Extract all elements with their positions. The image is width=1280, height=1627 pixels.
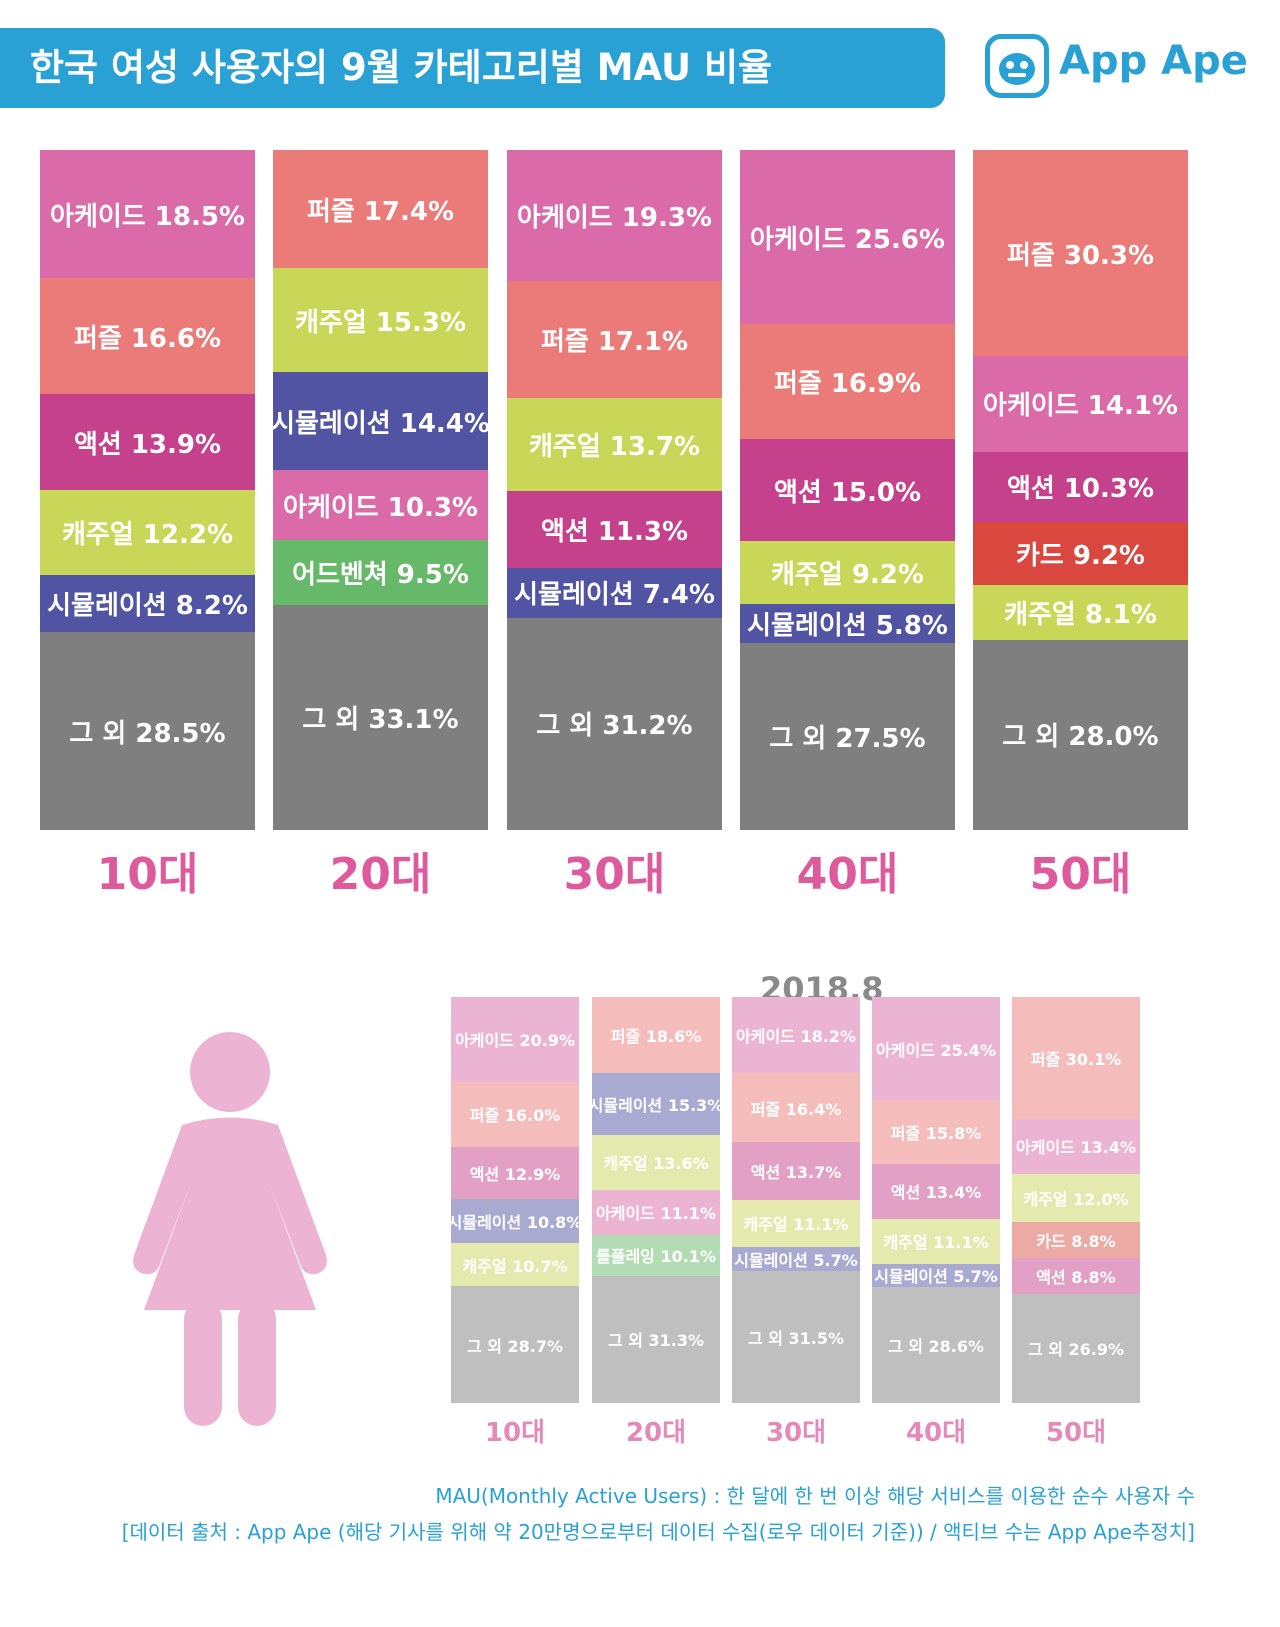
- x-tick-label: 10대: [484, 1418, 546, 1448]
- bar-segment: 카드 8.8%: [1012, 1222, 1140, 1259]
- bar-segment: 시뮬레이션 5.7%: [872, 1263, 1000, 1287]
- x-tick-label: 50대: [1029, 849, 1132, 900]
- bar-segment: 퍼즐 17.1%: [507, 281, 722, 398]
- bar-segment: 액션 12.9%: [451, 1146, 579, 1200]
- bar-segment: 액션 13.7%: [732, 1142, 860, 1200]
- bar-column-40대: 아케이드 25.4% 퍼즐 15.8% 액션 13.4% 캐주얼 11.1% 시뮬레이션…: [872, 997, 1000, 1403]
- bar-segment: 캐주얼 9.2%: [740, 541, 955, 604]
- woman-icon: [120, 1030, 340, 1430]
- bar-segment: 그 외 28.6%: [872, 1286, 1000, 1403]
- bar-segment: 카드 9.2%: [973, 521, 1188, 585]
- brand-name: App Ape: [1059, 38, 1248, 84]
- bar-segment: 어드벤쳐 9.5%: [273, 540, 488, 605]
- bar-segment: 시뮬레이션 15.3%: [592, 1072, 720, 1135]
- bar-segment: 그 외 31.2%: [507, 617, 722, 830]
- x-tick-label: 20대: [625, 1418, 687, 1448]
- bar-segment: 액션 8.8%: [1012, 1258, 1140, 1294]
- bar-segment: 아케이드 13.4%: [1012, 1119, 1140, 1174]
- bar-segment: 액션 15.0%: [740, 439, 955, 541]
- bar-segment: 시뮬레이션 10.8%: [451, 1199, 579, 1244]
- x-tick-label: 40대: [796, 849, 899, 900]
- ape-face-icon: [985, 34, 1049, 98]
- bar-segment: 아케이드 25.4%: [872, 997, 1000, 1101]
- bar-segment: 퍼즐 17.4%: [273, 150, 488, 269]
- bar-segment: 시뮬레이션 5.7%: [732, 1246, 860, 1271]
- bar-column-50대: 퍼즐 30.1% 아케이드 13.4% 캐주얼 12.0% 카드 8.8% 액션 8.8…: [1012, 997, 1140, 1403]
- bar-column-40대: 아케이드 25.6% 퍼즐 16.9% 액션 15.0% 캐주얼 9.2% 시뮬레이션 …: [740, 150, 955, 830]
- bar-segment: 그 외 33.1%: [273, 604, 488, 830]
- bar-segment: 그 외 28.7%: [451, 1286, 579, 1403]
- bar-segment: 아케이드 14.1%: [973, 356, 1188, 452]
- bar-column-50대: 퍼즐 30.3% 아케이드 14.1% 액션 10.3% 카드 9.2% 캐주얼 8.1…: [973, 150, 1188, 830]
- bar-segment: 캐주얼 13.7%: [507, 397, 722, 491]
- bar-segment: 캐주얼 13.6%: [592, 1134, 720, 1190]
- bar-segment: 액션 13.9%: [40, 393, 255, 491]
- bar-segment: 그 외 28.5%: [40, 632, 255, 830]
- bar-segment: 퍼즐 18.6%: [592, 997, 720, 1073]
- bar-column-20대: 퍼즐 17.4% 캐주얼 15.3% 시뮬레이션 14.4% 아케이드 10.3% 어드…: [273, 150, 488, 830]
- title-banner: 한국 여성 사용자의 9월 카테고리별 MAU 비율: [0, 28, 945, 108]
- app-ape-logo: App Ape: [985, 30, 1255, 106]
- data-source-note: [데이터 출처 : App Ape (해당 기사를 위해 약 20만명으로부터 …: [121, 1520, 1195, 1544]
- bar-column-10대: 아케이드 20.9% 퍼즐 16.0% 액션 12.9% 시뮬레이션 10.8% 캐주얼…: [451, 997, 579, 1403]
- bar-segment: 아케이드 11.1%: [592, 1189, 720, 1235]
- bar-segment: 퍼즐 16.0%: [451, 1081, 579, 1147]
- x-tick-label: 30대: [765, 1418, 827, 1448]
- bar-segment: 그 외 31.3%: [592, 1275, 720, 1403]
- bar-segment: 액션 10.3%: [973, 451, 1188, 522]
- bar-segment: 그 외 31.5%: [732, 1270, 860, 1403]
- bar-segment: 캐주얼 8.1%: [973, 584, 1188, 640]
- bar-segment: 아케이드 25.6%: [740, 150, 955, 325]
- bar-segment: 시뮬레이션 7.4%: [507, 567, 722, 618]
- x-tick-label: 10대: [96, 849, 199, 900]
- bar-segment: 아케이드 18.5%: [40, 150, 255, 279]
- bar-segment: 그 외 27.5%: [740, 643, 955, 830]
- bar-segment: 캐주얼 12.0%: [1012, 1173, 1140, 1223]
- bar-segment: 퍼즐 16.9%: [740, 324, 955, 439]
- x-tick-label: 30대: [563, 849, 666, 900]
- bar-segment: 아케이드 19.3%: [507, 150, 722, 282]
- bar-segment: 시뮬레이션 5.8%: [740, 603, 955, 643]
- x-tick-label: 40대: [905, 1418, 967, 1448]
- bar-column-30대: 아케이드 18.2% 퍼즐 16.4% 액션 13.7% 캐주얼 11.1% 시뮬레이션…: [732, 997, 860, 1403]
- bar-segment: 퍼즐 16.4%: [732, 1073, 860, 1143]
- x-tick-label: 50대: [1045, 1418, 1107, 1448]
- bar-segment: 아케이드 20.9%: [451, 997, 579, 1082]
- bar-column-30대: 아케이드 19.3% 퍼즐 17.1% 캐주얼 13.7% 액션 11.3% 시뮬레이션…: [507, 150, 722, 830]
- bar-segment: 캐주얼 11.1%: [732, 1200, 860, 1247]
- bar-segment: 시뮬레이션 14.4%: [273, 372, 488, 471]
- bar-segment: 그 외 26.9%: [1012, 1293, 1140, 1403]
- bar-segment: 그 외 28.0%: [973, 639, 1188, 830]
- bar-segment: 퍼즐 16.6%: [40, 278, 255, 394]
- bar-segment: 캐주얼 12.2%: [40, 490, 255, 576]
- bar-segment: 퍼즐 30.3%: [973, 150, 1188, 357]
- bar-segment: 캐주얼 11.1%: [872, 1218, 1000, 1264]
- bar-segment: 캐주얼 15.3%: [273, 268, 488, 373]
- bar-column-20대: 퍼즐 18.6% 시뮬레이션 15.3% 캐주얼 13.6% 아케이드 11.1% 롤플…: [592, 997, 720, 1403]
- bar-segment: 롤플레잉 10.1%: [592, 1234, 720, 1276]
- bar-segment: 아케이드 18.2%: [732, 997, 860, 1074]
- page-title: 한국 여성 사용자의 9월 카테고리별 MAU 비율: [30, 46, 773, 89]
- mau-definition-note: MAU(Monthly Active Users) : 한 달에 한 번 이상 …: [435, 1484, 1195, 1508]
- bar-segment: 캐주얼 10.7%: [451, 1243, 579, 1287]
- bar-column-10대: 아케이드 18.5% 퍼즐 16.6% 액션 13.9% 캐주얼 12.2% 시뮬레이션…: [40, 150, 255, 830]
- bar-segment: 액션 11.3%: [507, 490, 722, 568]
- bar-segment: 시뮬레이션 8.2%: [40, 575, 255, 633]
- bar-segment: 액션 13.4%: [872, 1164, 1000, 1219]
- x-tick-label: 20대: [329, 849, 432, 900]
- bar-segment: 아케이드 10.3%: [273, 470, 488, 541]
- bar-segment: 퍼즐 15.8%: [872, 1100, 1000, 1165]
- bar-segment: 퍼즐 30.1%: [1012, 997, 1140, 1120]
